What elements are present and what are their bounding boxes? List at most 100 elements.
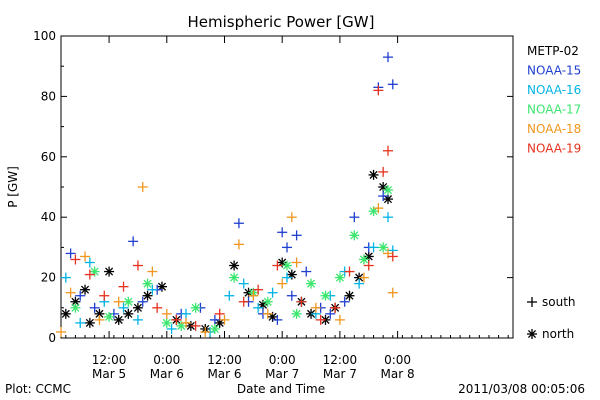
point-noaa-16 (238, 278, 249, 289)
point-noaa-15 (272, 314, 283, 325)
point-noaa-16 (282, 272, 292, 283)
point-noaa-18 (248, 290, 259, 301)
point-noaa-19 (382, 145, 393, 156)
point-noaa-17 (320, 290, 331, 301)
x-tick-time-2: 12:00 (207, 353, 242, 367)
x-tick-date-1: Mar 6 (150, 367, 184, 381)
point-noaa-15 (325, 308, 336, 319)
point-noaa-16 (166, 323, 177, 334)
x-tick-date-0: Mar 5 (92, 367, 126, 381)
point-metp-02 (344, 290, 355, 301)
point-noaa-19 (171, 314, 182, 325)
point-noaa-19 (70, 254, 81, 265)
point-noaa-15 (233, 218, 244, 229)
point-noaa-15 (277, 227, 288, 238)
point-noaa-15 (291, 230, 302, 241)
x-tick-date-5: Mar 8 (381, 367, 415, 381)
point-noaa-17 (291, 308, 302, 319)
point-noaa-19 (378, 166, 389, 177)
point-noaa-15 (128, 236, 139, 247)
point-noaa-18 (113, 296, 124, 307)
point-noaa-16 (84, 257, 95, 268)
point-noaa-19 (344, 266, 355, 277)
x-tick-time-0: 12:00 (92, 353, 127, 367)
point-noaa-15 (349, 212, 360, 223)
point-metp-02 (142, 290, 153, 301)
point-noaa-17 (334, 272, 345, 283)
point-noaa-19 (99, 290, 110, 301)
legend-item-noaa-18: NOAA-18 (527, 122, 581, 136)
legend-item-noaa-17: NOAA-17 (527, 103, 581, 117)
point-noaa-16 (118, 302, 129, 313)
legend-item-metp-02: METP-02 (527, 44, 579, 58)
x-tick-date-4: Mar 7 (323, 367, 357, 381)
point-noaa-19 (272, 260, 283, 271)
points-layer (56, 52, 398, 337)
footer-plot-source: Plot: CCMC (5, 382, 71, 396)
point-noaa-15 (382, 52, 393, 63)
point-noaa-16 (147, 284, 158, 295)
point-noaa-18 (387, 287, 398, 298)
y-axis-label: P [GW] (6, 166, 20, 208)
y-tick-label-0: 0 (48, 331, 56, 345)
point-noaa-19 (387, 251, 398, 262)
y-axis: 0 20 40 60 80 100 (33, 29, 513, 345)
point-noaa-17 (209, 323, 220, 334)
point-noaa-15 (339, 296, 350, 307)
chart-title: Hemispheric Power [GW] (188, 13, 375, 31)
point-noaa-19 (118, 281, 129, 292)
point-metp-02 (94, 308, 105, 319)
point-noaa-18 (65, 287, 76, 298)
point-noaa-18 (161, 308, 172, 319)
point-noaa-19 (296, 296, 307, 307)
point-noaa-15 (286, 290, 297, 301)
legend-item-noaa-16: NOAA-16 (527, 83, 581, 97)
point-noaa-19 (253, 284, 264, 295)
y-tick-label-3: 60 (41, 150, 56, 164)
point-noaa-18 (200, 326, 211, 337)
point-noaa-19 (190, 320, 201, 331)
point-noaa-15 (301, 266, 312, 277)
point-noaa-19 (373, 85, 384, 96)
point-noaa-17 (262, 296, 273, 307)
point-noaa-19 (152, 302, 163, 313)
point-noaa-18 (373, 203, 384, 214)
point-noaa-16 (382, 212, 393, 223)
point-noaa-17 (104, 311, 115, 322)
x-tick-time-4: 12:00 (323, 353, 358, 367)
point-noaa-17 (190, 302, 201, 313)
point-noaa-18 (181, 317, 192, 328)
x-axis-label: Date and Time (237, 382, 325, 396)
point-metp-02 (60, 308, 71, 319)
point-noaa-18 (147, 266, 158, 277)
x-tick-time-5: 0:00 (384, 353, 411, 367)
point-metp-02 (113, 314, 124, 325)
point-noaa-17 (123, 296, 134, 307)
point-noaa-19 (330, 302, 341, 313)
point-noaa-18 (310, 302, 321, 313)
point-noaa-18 (80, 251, 91, 262)
point-noaa-16 (75, 317, 86, 328)
point-noaa-18 (286, 212, 297, 223)
point-noaa-15 (65, 248, 76, 259)
x-tick-time-1: 0:00 (153, 353, 180, 367)
point-noaa-18 (233, 239, 244, 250)
point-noaa-16 (354, 278, 365, 289)
legend-item-noaa-19: NOAA-19 (527, 142, 581, 156)
point-noaa-18 (219, 314, 230, 325)
point-metp-02 (80, 284, 91, 295)
point-noaa-15 (282, 242, 292, 253)
point-metp-02 (123, 308, 134, 319)
point-noaa-19 (363, 260, 374, 271)
x-tick-time-3: 0:00 (269, 353, 296, 367)
point-noaa-15 (137, 296, 148, 307)
point-noaa-15 (378, 191, 389, 202)
footer-timestamp: 2011/03/08 00:05:06 (458, 382, 585, 396)
point-noaa-19 (315, 314, 326, 325)
legend-label-south: south (542, 295, 576, 309)
point-noaa-16 (224, 290, 235, 301)
point-metp-02 (84, 317, 95, 328)
point-noaa-18 (277, 278, 288, 289)
legend-label-north: north (542, 327, 574, 341)
